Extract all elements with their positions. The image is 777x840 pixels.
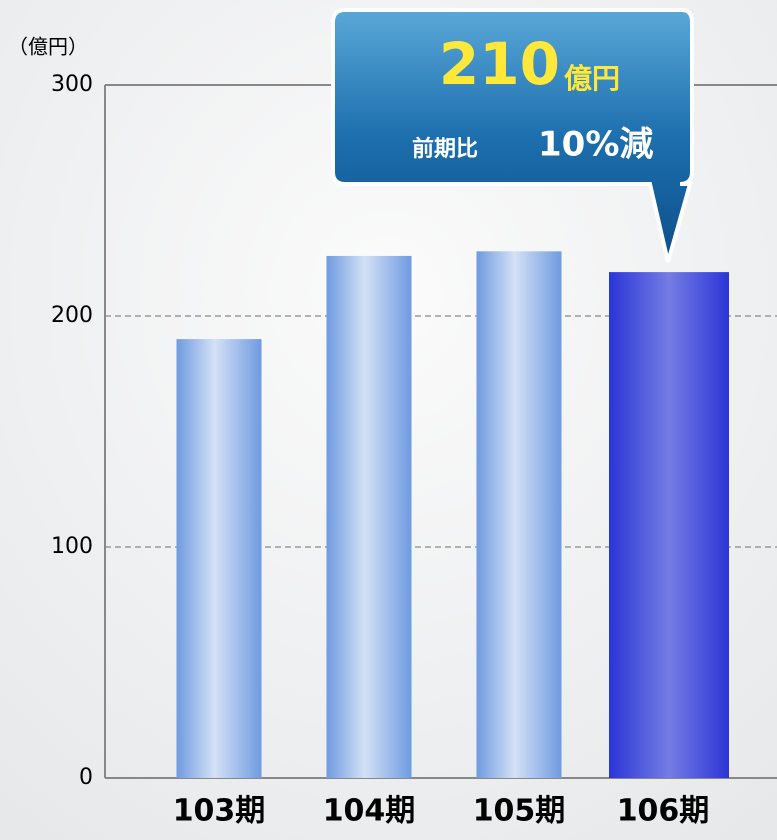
x-tick-label: 106期 <box>617 794 710 829</box>
bar <box>609 272 729 778</box>
unit-label: （億円） <box>8 35 88 59</box>
annotation-comparison-value: 10%減 <box>538 125 653 165</box>
x-tick-label: 105期 <box>473 794 566 829</box>
bar <box>326 255 412 778</box>
callout-box <box>331 8 694 263</box>
bar <box>176 339 262 778</box>
annotation-unit: 億円 <box>564 62 620 95</box>
y-tick-label: 200 <box>51 303 93 328</box>
y-tick-label: 300 <box>51 72 93 97</box>
callout: 210 億円 前期比 10%減 <box>331 8 694 263</box>
annotation-comparison-label: 前期比 <box>412 136 478 162</box>
x-tick-label: 103期 <box>173 794 266 829</box>
annotation-amount: 210 <box>439 30 560 98</box>
y-tick-label: 100 <box>51 534 93 559</box>
x-tick-label: 104期 <box>323 794 416 829</box>
bar <box>476 251 562 778</box>
y-tick-label: 0 <box>79 765 93 790</box>
